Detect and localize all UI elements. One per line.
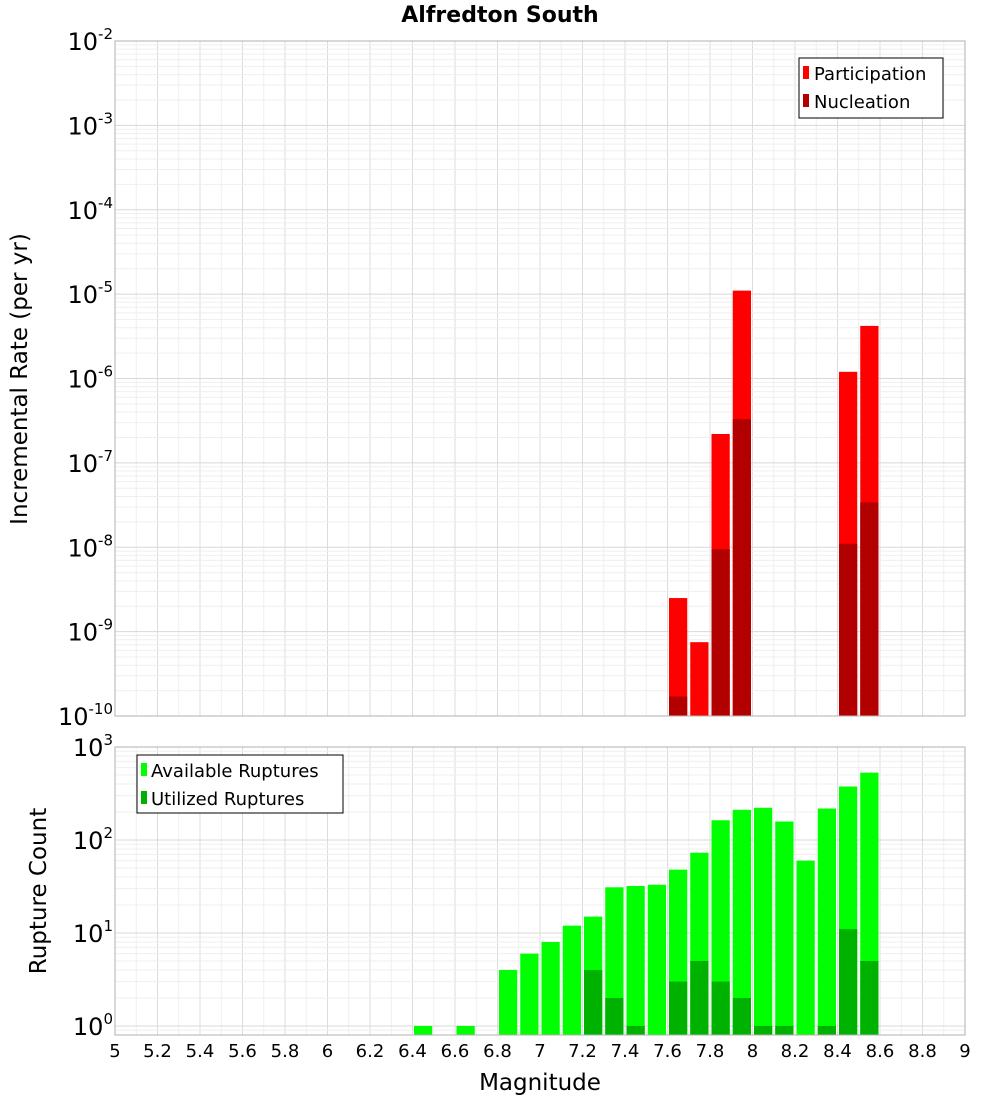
top-y-tick-label: 10-3 xyxy=(67,109,113,140)
bottom-bar-utilized-ruptures xyxy=(711,981,730,1035)
bottom-bar-available-ruptures xyxy=(414,1025,433,1035)
x-tick-label: 6.4 xyxy=(398,1041,427,1062)
bottom-y-tick-label: 101 xyxy=(73,917,113,948)
top-bar-participation xyxy=(669,598,688,716)
x-tick-label: 7 xyxy=(534,1041,545,1062)
legend-swatch-available xyxy=(141,763,147,776)
top-bar-nucleation xyxy=(732,419,751,716)
bottom-bar-utilized-ruptures xyxy=(754,1025,773,1035)
bottom-bar-utilized-ruptures xyxy=(775,1025,794,1035)
top-y-tick-label: 10-9 xyxy=(67,616,113,647)
x-tick-label: 5 xyxy=(109,1041,120,1062)
bottom-bar-available-ruptures xyxy=(754,807,773,1035)
bottom-bar-available-ruptures xyxy=(626,886,645,1035)
bottom-bar-utilized-ruptures xyxy=(669,981,688,1035)
bottom-bar-utilized-ruptures xyxy=(690,960,709,1035)
top-y-tick-label: 10-5 xyxy=(67,278,113,309)
bottom-y-tick-label: 103 xyxy=(73,731,113,762)
x-tick-label: 6 xyxy=(322,1041,333,1062)
top-grid xyxy=(114,40,966,717)
top-y-axis-label: Incremental Rate (per yr) xyxy=(7,233,33,525)
top-plot-border xyxy=(114,40,966,717)
x-tick-label: 8.4 xyxy=(823,1041,852,1062)
x-tick-label: 8.2 xyxy=(781,1041,810,1062)
legend-swatch-utilized xyxy=(141,791,147,804)
legend-label-available: Available Ruptures xyxy=(151,761,319,782)
x-tick-label: 5.6 xyxy=(228,1041,257,1062)
x-tick-label: 6.6 xyxy=(441,1041,470,1062)
bottom-bar-utilized-ruptures xyxy=(817,1025,836,1035)
top-bar-nucleation xyxy=(839,543,858,716)
x-tick-label: 9 xyxy=(959,1041,970,1062)
bottom-bar-available-ruptures xyxy=(562,925,581,1035)
bottom-y-axis-label: Rupture Count xyxy=(26,808,52,974)
bottom-bar-utilized-ruptures xyxy=(605,997,624,1035)
top-y-tick-label: 10-8 xyxy=(67,531,113,562)
bottom-bar-available-ruptures xyxy=(647,884,666,1035)
x-tick-label: 6.2 xyxy=(356,1041,385,1062)
bottom-bar-utilized-ruptures xyxy=(626,1025,645,1035)
top-y-tick-label: 10-2 xyxy=(67,25,113,56)
bottom-bar-available-ruptures xyxy=(775,821,794,1035)
bottom-bar-available-ruptures xyxy=(541,942,560,1035)
bottom-bars xyxy=(414,772,879,1035)
bottom-bar-utilized-ruptures xyxy=(839,929,858,1035)
x-tick-label: 5.8 xyxy=(271,1041,300,1062)
bottom-bar-available-ruptures xyxy=(732,809,751,1035)
chart-title: Alfredton South xyxy=(401,3,598,28)
bottom-bar-available-ruptures xyxy=(817,808,836,1035)
bottom-y-tick-label: 100 xyxy=(73,1010,113,1041)
legend-swatch-participation xyxy=(803,66,809,79)
x-tick-label: 7.4 xyxy=(611,1041,640,1062)
x-axis-label: Magnitude xyxy=(479,1070,601,1096)
top-y-tick-label: 10-7 xyxy=(67,447,113,478)
bottom-y-ticks: 103 102 101 100 xyxy=(73,731,113,1041)
bottom-bar-available-ruptures xyxy=(711,820,730,1035)
top-bar-participation xyxy=(690,642,709,716)
bottom-y-tick-label: 102 xyxy=(73,824,113,855)
top-legend: Participation Nucleation xyxy=(798,57,944,119)
bottom-bar-utilized-ruptures xyxy=(584,969,603,1035)
x-tick-label: 5.4 xyxy=(186,1041,215,1062)
top-y-tick-label: 10-4 xyxy=(67,194,113,225)
bottom-bar-available-ruptures xyxy=(456,1025,475,1035)
top-legend-box xyxy=(798,57,944,119)
bottom-legend-box xyxy=(136,754,344,814)
top-bar-nucleation xyxy=(860,502,879,716)
top-y-ticks: 10-2 10-3 10-4 10-5 10-6 10-7 10-8 10-9 10-10 xyxy=(58,25,113,731)
top-y-tick-label: 10-6 xyxy=(67,363,113,394)
top-bar-nucleation xyxy=(669,696,688,716)
x-tick-label: 8.8 xyxy=(908,1041,937,1062)
bottom-plot-border xyxy=(114,746,966,1036)
x-tick-label: 7.2 xyxy=(568,1041,597,1062)
legend-swatch-nucleation xyxy=(803,94,809,107)
legend-label-utilized: Utilized Ruptures xyxy=(151,789,304,810)
top-y-tick-label: 10-10 xyxy=(58,700,113,731)
x-tick-label: 8 xyxy=(747,1041,758,1062)
bottom-bar-utilized-ruptures xyxy=(732,997,751,1035)
x-ticks: 5 5.2 5.4 5.6 5.8 6 6.2 6.4 6.6 6.8 7 7.2 7.4 7.6 7.8 8… xyxy=(109,1041,970,1062)
bottom-legend: Available Ruptures Utilized Ruptures xyxy=(136,754,344,814)
x-tick-label: 5.2 xyxy=(143,1041,172,1062)
x-tick-label: 7.8 xyxy=(696,1041,725,1062)
bottom-bar-available-ruptures xyxy=(520,953,539,1035)
top-panel: 10-2 10-3 10-4 10-5 10-6 10-7 10-8 10-9 10-10 In… xyxy=(7,25,966,731)
legend-label-participation: Participation xyxy=(814,64,926,85)
legend-label-nucleation: Nucleation xyxy=(814,92,910,113)
x-tick-label: 8.6 xyxy=(866,1041,895,1062)
bottom-bar-available-ruptures xyxy=(499,969,518,1035)
x-tick-label: 6.8 xyxy=(483,1041,512,1062)
bottom-bar-utilized-ruptures xyxy=(860,960,879,1035)
top-bars xyxy=(669,290,879,716)
bottom-panel: 103 102 101 100 5 5.2 5.4 5.6 5.8 6 6.2 6.4 6.6 6.8 7… xyxy=(26,731,971,1096)
bottom-bar-available-ruptures xyxy=(796,860,815,1035)
top-bar-nucleation xyxy=(711,549,730,716)
x-tick-label: 7.6 xyxy=(653,1041,682,1062)
